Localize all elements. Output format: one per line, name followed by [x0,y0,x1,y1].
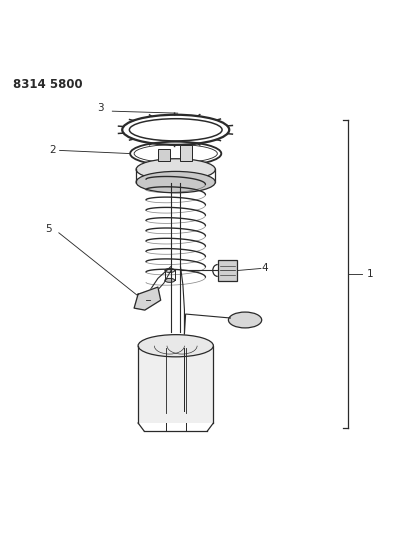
Text: 1: 1 [367,269,373,279]
Text: 8314 5800: 8314 5800 [13,78,83,91]
Polygon shape [134,287,161,310]
FancyBboxPatch shape [180,145,192,161]
Ellipse shape [165,269,175,272]
Bar [138,346,213,423]
Text: 5: 5 [45,224,52,234]
Ellipse shape [138,335,213,357]
Text: 4: 4 [262,263,268,273]
Text: 3: 3 [97,103,104,113]
Text: 2: 2 [49,146,56,156]
Ellipse shape [165,278,175,282]
FancyBboxPatch shape [218,260,237,281]
Ellipse shape [136,159,215,180]
Ellipse shape [228,312,262,328]
Ellipse shape [136,172,215,193]
FancyBboxPatch shape [158,149,170,161]
